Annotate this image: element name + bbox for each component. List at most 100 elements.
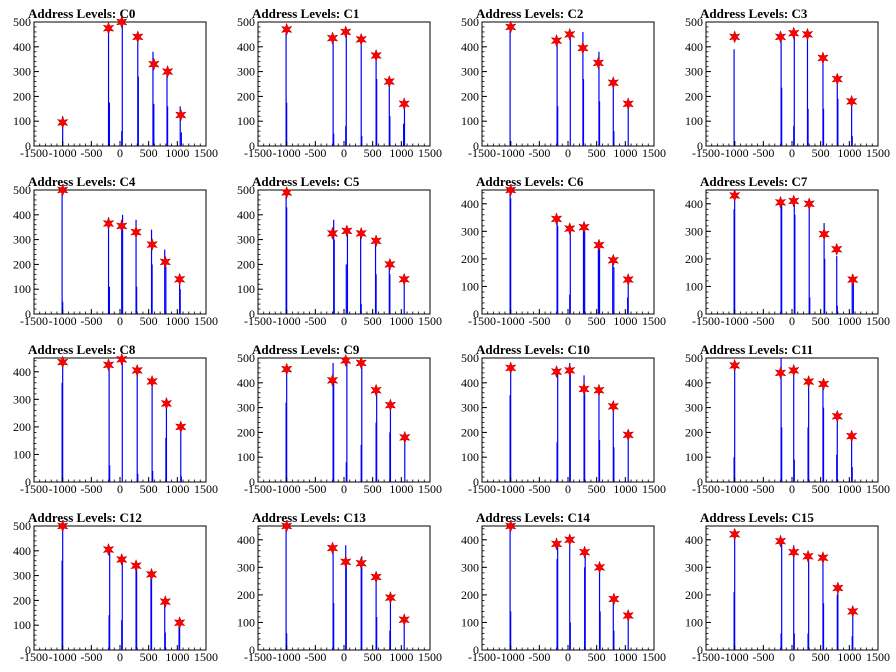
y-tick-label: 200 bbox=[685, 252, 703, 266]
y-tick-label: 200 bbox=[461, 89, 479, 103]
histogram-panel: Address Levels: C15 0 100 200 300 400 -1500 -10… bbox=[672, 504, 896, 672]
peak-marker bbox=[504, 361, 517, 375]
y-tick-label: 100 bbox=[461, 279, 479, 293]
y-tick-label: 300 bbox=[461, 560, 479, 574]
peak-marker bbox=[383, 74, 396, 89]
x-tick-label: 0 bbox=[565, 314, 571, 328]
peak-marker bbox=[578, 220, 590, 234]
y-tick-label: 200 bbox=[461, 588, 479, 602]
y-tick-label: 500 bbox=[237, 351, 255, 365]
y-tick-label: 400 bbox=[685, 40, 703, 54]
peak-marker bbox=[56, 183, 69, 197]
y-tick-label: 100 bbox=[13, 618, 31, 632]
y-tick-label: 200 bbox=[13, 593, 31, 607]
y-tick-label: 200 bbox=[13, 89, 31, 103]
peak-marker bbox=[145, 567, 158, 582]
y-tick-label: 200 bbox=[685, 89, 703, 103]
x-tick-label: 1500 bbox=[866, 482, 890, 496]
y-tick-label: 100 bbox=[237, 615, 255, 629]
peak-marker bbox=[550, 537, 563, 551]
peak-marker bbox=[370, 570, 382, 584]
y-tick-label: 400 bbox=[237, 533, 255, 547]
x-tick-label: -1500 bbox=[468, 146, 496, 160]
x-tick-label: -1000 bbox=[721, 482, 749, 496]
chart-title: Address Levels: C6 bbox=[476, 174, 584, 189]
y-tick-label: 400 bbox=[685, 376, 703, 390]
y-tick-label: 400 bbox=[13, 40, 31, 54]
x-tick-label: -1500 bbox=[20, 314, 48, 328]
peak-marker bbox=[159, 255, 172, 269]
y-tick-label: 400 bbox=[685, 197, 703, 211]
y-tick-label: 100 bbox=[237, 114, 255, 128]
histogram-panel: Address Levels: C14 0 100 200 300 400 -1500 -10… bbox=[448, 504, 672, 672]
y-tick-label: 500 bbox=[685, 15, 703, 29]
x-tick-label: -1000 bbox=[497, 314, 525, 328]
peak-marker bbox=[622, 97, 635, 111]
x-tick-label: -500 bbox=[752, 650, 774, 664]
y-tick-label: 200 bbox=[685, 588, 703, 602]
peak-marker bbox=[831, 409, 844, 424]
peak-marker bbox=[130, 225, 142, 239]
peak-marker bbox=[504, 20, 517, 34]
x-tick-label: 1000 bbox=[389, 650, 413, 664]
peak-marker bbox=[831, 72, 844, 86]
peak-marker bbox=[802, 374, 815, 389]
peak-marker bbox=[817, 550, 829, 565]
y-tick-label: 400 bbox=[237, 40, 255, 54]
chart-title: Address Levels: C14 bbox=[476, 510, 590, 525]
y-tick-label: 0 bbox=[473, 139, 479, 153]
peak-marker bbox=[846, 272, 859, 287]
histogram-svg: Address Levels: C10100200300400500-1500-… bbox=[237, 6, 442, 160]
y-tick-label: 300 bbox=[461, 224, 479, 238]
peak-marker bbox=[577, 41, 589, 55]
x-tick-label: -500 bbox=[752, 482, 774, 496]
x-tick-label: -500 bbox=[80, 482, 102, 496]
peak-marker bbox=[774, 534, 787, 548]
x-tick-label: 1000 bbox=[837, 146, 861, 160]
x-tick-label: 1500 bbox=[866, 146, 890, 160]
x-tick-label: 500 bbox=[588, 314, 606, 328]
y-tick-label: 200 bbox=[461, 252, 479, 266]
y-tick-label: 400 bbox=[13, 544, 31, 558]
x-tick-label: 1000 bbox=[837, 314, 861, 328]
y-tick-label: 300 bbox=[685, 560, 703, 574]
histogram-svg: Address Levels: C40100200300400500-1500-… bbox=[13, 174, 218, 328]
x-tick-label: -1000 bbox=[497, 482, 525, 496]
x-tick-label: 1000 bbox=[389, 482, 413, 496]
chart-title: Address Levels: C15 bbox=[700, 510, 814, 525]
peak-marker bbox=[845, 429, 858, 443]
x-tick-label: 1000 bbox=[165, 482, 189, 496]
y-tick-label: 0 bbox=[249, 307, 255, 321]
x-tick-label: 0 bbox=[341, 650, 347, 664]
y-tick-label: 200 bbox=[237, 257, 255, 271]
x-tick-label: 0 bbox=[117, 146, 123, 160]
peak-marker bbox=[563, 363, 576, 378]
histogram-panel: Address Levels: C2 0 100 200 300 400 500 -1500-… bbox=[448, 0, 672, 168]
y-tick-label: 500 bbox=[237, 15, 255, 29]
peak-marker bbox=[817, 51, 829, 65]
y-tick-label: 200 bbox=[13, 257, 31, 271]
peak-marker bbox=[846, 604, 859, 619]
chart-title: Address Levels: C4 bbox=[28, 174, 136, 189]
y-tick-label: 300 bbox=[237, 560, 255, 574]
peak-marker bbox=[832, 581, 844, 595]
peak-marker bbox=[787, 363, 800, 378]
histogram-svg: Address Levels: C14 0 100 200 300 400 -1500 -10… bbox=[461, 510, 666, 664]
x-tick-label: 0 bbox=[789, 482, 795, 496]
peak-marker bbox=[173, 615, 186, 630]
peak-marker bbox=[728, 188, 741, 203]
x-tick-label: 500 bbox=[364, 314, 382, 328]
x-tick-label: -1000 bbox=[721, 314, 749, 328]
peak-marker bbox=[161, 64, 174, 79]
x-tick-label: 0 bbox=[789, 650, 795, 664]
y-tick-label: 400 bbox=[461, 197, 479, 211]
y-tick-label: 500 bbox=[237, 183, 255, 197]
y-tick-label: 0 bbox=[473, 643, 479, 657]
peak-marker bbox=[102, 216, 115, 231]
x-tick-label: -1500 bbox=[468, 650, 496, 664]
y-tick-label: 200 bbox=[237, 425, 255, 439]
histogram-svg: Address Levels: C50100200300400500-1500-… bbox=[237, 174, 442, 328]
peak-marker bbox=[370, 383, 382, 398]
peak-marker bbox=[146, 237, 158, 252]
peak-marker bbox=[787, 26, 800, 40]
